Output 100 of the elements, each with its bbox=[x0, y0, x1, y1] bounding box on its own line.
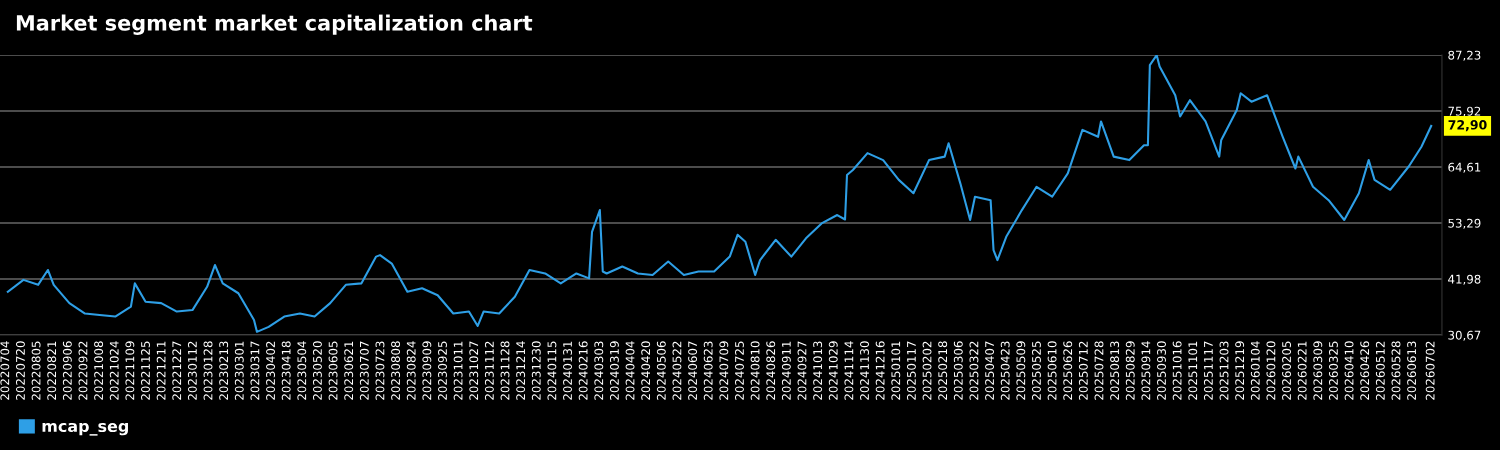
x-tick-label: 20240404 bbox=[625, 341, 635, 400]
x-tick-label: 20230504 bbox=[297, 341, 307, 400]
x-tick-label: 20250101 bbox=[891, 341, 901, 400]
x-tick-label: 20221227 bbox=[172, 341, 182, 400]
x-tick-label: 20220805 bbox=[31, 341, 41, 400]
x-tick-label: 20240709 bbox=[719, 341, 729, 400]
x-tick-label: 20230418 bbox=[281, 341, 291, 400]
x-tick-label: 20260702 bbox=[1425, 341, 1435, 400]
x-tick-label: 20231230 bbox=[531, 341, 541, 400]
x-tick-label: 20231011 bbox=[453, 341, 463, 400]
x-tick-label: 20240725 bbox=[735, 341, 744, 400]
x-tick-label: 20240319 bbox=[609, 341, 619, 400]
x-tick-label: 20241216 bbox=[875, 341, 885, 400]
chart-title: Market segment market capitalization chart bbox=[16, 14, 533, 35]
x-tick-label: 20250509 bbox=[1016, 341, 1026, 400]
x-tick-label: 20250202 bbox=[922, 341, 932, 400]
x-tick-label: 20230723 bbox=[375, 341, 385, 400]
x-tick-label: 20250423 bbox=[1000, 341, 1010, 400]
x-tick-label: 20251016 bbox=[1172, 341, 1182, 400]
legend-label: mcap_seg bbox=[42, 422, 128, 436]
x-tick-label: 20240607 bbox=[688, 341, 698, 400]
x-tick-label: 20251101 bbox=[1188, 341, 1198, 400]
x-tick-label: 20250218 bbox=[938, 341, 948, 400]
x-tick-label: 20220821 bbox=[47, 341, 57, 400]
x-tick-label: 20240927 bbox=[797, 341, 807, 400]
x-tick-label: 20230402 bbox=[266, 341, 276, 400]
x-tick-label: 20240303 bbox=[594, 341, 604, 400]
x-tick-label: 20250407 bbox=[985, 341, 995, 400]
x-tick-label: 20231214 bbox=[516, 341, 526, 400]
x-tick-label: 20250322 bbox=[969, 341, 979, 400]
x-tick-label: 20240623 bbox=[703, 341, 713, 400]
x-tick-label: 20221024 bbox=[109, 341, 119, 400]
x-tick-label: 20240131 bbox=[563, 341, 572, 400]
x-tick-label: 20250610 bbox=[1047, 341, 1057, 400]
x-tick-label: 20251203 bbox=[1219, 341, 1229, 400]
x-tick-label: 20230909 bbox=[422, 341, 432, 400]
x-tick-label: 20260205 bbox=[1282, 341, 1292, 400]
x-tick-label: 20260613 bbox=[1407, 341, 1417, 400]
x-tick-label: 20240506 bbox=[656, 341, 666, 400]
y-tick-label: 75,92 bbox=[1448, 106, 1481, 117]
x-tick-label: 20231128 bbox=[500, 341, 510, 400]
y-tick-label: 64,61 bbox=[1448, 162, 1481, 173]
x-tick-label: 20250930 bbox=[1157, 341, 1166, 400]
x-tick-label: 20251219 bbox=[1235, 341, 1245, 400]
x-tick-label: 20221211 bbox=[156, 341, 166, 400]
x-tick-label: 20250712 bbox=[1078, 341, 1088, 400]
x-tick-label: 20230824 bbox=[406, 341, 416, 400]
x-tick-label: 20230621 bbox=[344, 341, 354, 400]
x-tick-label: 20230317 bbox=[250, 341, 260, 400]
x-tick-label: 20220720 bbox=[15, 341, 25, 400]
x-tick-label: 20250117 bbox=[906, 341, 916, 400]
x-tick-label: 20260104 bbox=[1250, 341, 1260, 400]
x-tick-label: 20260309 bbox=[1313, 341, 1323, 400]
x-tick-label: 20260221 bbox=[1297, 341, 1307, 400]
x-tick-label: 20260325 bbox=[1328, 341, 1338, 400]
x-tick-label: 20260120 bbox=[1266, 341, 1276, 400]
x-tick-label: 20241114 bbox=[844, 341, 854, 400]
x-tick-label: 20240826 bbox=[766, 341, 776, 400]
y-tick-label: 41,98 bbox=[1448, 274, 1481, 285]
x-tick-label: 20250306 bbox=[953, 341, 963, 400]
x-tick-label: 20221125 bbox=[141, 341, 150, 400]
x-tick-label: 20240911 bbox=[781, 341, 791, 400]
x-tick-label: 20250728 bbox=[1094, 341, 1104, 400]
x-tick-label: 20231112 bbox=[484, 341, 494, 400]
x-tick-label: 20241029 bbox=[828, 341, 838, 400]
x-tick-label: 20230808 bbox=[391, 341, 401, 400]
x-tick-label: 20220922 bbox=[78, 341, 88, 400]
x-tick-label: 20230925 bbox=[438, 341, 447, 400]
x-tick-label: 20230301 bbox=[234, 341, 244, 400]
x-tick-label: 20231027 bbox=[469, 341, 479, 400]
x-tick-label: 20260426 bbox=[1360, 341, 1370, 400]
x-tick-label: 20240216 bbox=[578, 341, 588, 400]
annotation: 72,90 bbox=[1448, 120, 1487, 132]
x-tick-label: 20240522 bbox=[672, 341, 682, 400]
x-tick-label: 20250525 bbox=[1032, 341, 1041, 400]
y-tick-label: 30,67 bbox=[1448, 330, 1481, 341]
x-tick-label: 20230128 bbox=[203, 341, 213, 400]
x-tick-label: 20230213 bbox=[219, 341, 229, 400]
x-tick-label: 20241130 bbox=[860, 341, 869, 400]
x-tick-label: 20241013 bbox=[813, 341, 823, 400]
x-tick-label: 20251117 bbox=[1203, 341, 1213, 400]
x-tick-label: 20250829 bbox=[1125, 341, 1135, 400]
x-tick-label: 20230112 bbox=[187, 341, 197, 400]
x-tick-label: 20240810 bbox=[750, 341, 760, 400]
x-tick-label: 20220704 bbox=[0, 341, 10, 400]
x-tick-label: 20221008 bbox=[94, 341, 104, 400]
y-tick-label: 53,29 bbox=[1448, 218, 1481, 229]
x-tick-label: 20221109 bbox=[125, 341, 135, 400]
x-tick-label: 20240115 bbox=[547, 341, 557, 400]
y-tick-label: 87,23 bbox=[1448, 50, 1481, 61]
x-tick-label: 20260410 bbox=[1344, 341, 1354, 400]
x-tick-label: 20250914 bbox=[1141, 341, 1151, 400]
x-tick-label: 20230605 bbox=[328, 341, 338, 400]
x-tick-label: 20250813 bbox=[1110, 341, 1120, 400]
x-tick-label: 20220906 bbox=[62, 341, 72, 400]
line-series bbox=[6, 54, 1433, 333]
x-tick-label: 20240420 bbox=[641, 341, 651, 400]
x-tick-label: 20250626 bbox=[1063, 341, 1073, 400]
x-tick-label: 20260512 bbox=[1375, 341, 1385, 400]
x-tick-label: 20260528 bbox=[1391, 341, 1401, 400]
